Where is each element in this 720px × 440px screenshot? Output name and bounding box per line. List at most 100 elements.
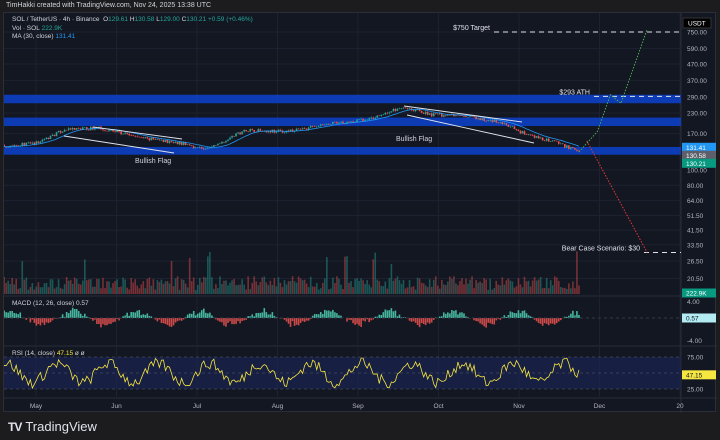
volume-bar — [376, 279, 379, 294]
volume-bar — [65, 277, 68, 294]
price-level-label: $293 ATH — [559, 89, 590, 96]
volume-bar — [394, 278, 397, 294]
macd-histogram-bar — [354, 318, 356, 325]
macd-histogram-bar — [104, 318, 106, 326]
macd-histogram-bar — [455, 310, 457, 318]
volume-bar — [215, 284, 217, 294]
candle — [96, 127, 98, 129]
flag-channel-line — [403, 105, 523, 123]
candle — [543, 140, 546, 141]
candle — [386, 112, 389, 114]
macd-histogram-bar — [112, 318, 114, 323]
candle — [243, 130, 245, 132]
chart-panel[interactable]: Bullish Flag Bullish Flag $750 Target $293 … — [3, 12, 717, 413]
candle — [146, 137, 149, 139]
candle — [196, 147, 199, 148]
volume-bar — [104, 288, 106, 294]
volume-bar — [384, 281, 387, 294]
volume-bar — [562, 287, 564, 294]
macd-histogram-bar — [75, 309, 78, 318]
candle — [140, 137, 143, 138]
chart-svg[interactable]: Bullish Flag Bullish Flag $750 Target $293 … — [4, 13, 717, 413]
candle — [17, 145, 20, 147]
macd-histogram-bar — [83, 313, 86, 318]
macd-axis-label-bg — [682, 313, 716, 323]
volume-bar — [428, 279, 431, 294]
volume-bar — [317, 289, 320, 294]
candle — [396, 108, 399, 111]
candle — [7, 147, 9, 148]
volume-bar — [132, 282, 135, 294]
macd-histogram-bar — [404, 317, 407, 318]
macd-histogram-bar — [424, 318, 427, 326]
candle — [231, 136, 233, 138]
candle — [562, 143, 564, 145]
volume-bar — [118, 287, 120, 294]
macd-histogram-bar — [311, 315, 314, 318]
price-axis-tick: 20.50 — [687, 276, 704, 283]
candle — [182, 142, 185, 145]
candle — [118, 131, 120, 132]
volume-bar — [198, 277, 201, 294]
macd-histogram-bar — [515, 313, 518, 318]
volume-bar — [180, 279, 183, 294]
rsi-settings-icons[interactable]: ø ø — [74, 350, 85, 357]
macd-histogram-bar — [428, 318, 431, 324]
macd-histogram-bar — [564, 316, 566, 318]
volume-bar — [53, 288, 56, 294]
candle — [495, 120, 498, 123]
currency-badge-bg — [682, 17, 712, 29]
candle — [31, 142, 34, 144]
candle — [106, 130, 108, 132]
volume-bar — [503, 284, 506, 294]
rsi-value: 47.15 — [56, 350, 74, 357]
rsi-axis-tick: 75.00 — [687, 355, 704, 362]
volume-bar — [471, 276, 473, 294]
candle — [267, 131, 270, 133]
macd-histogram-bar — [211, 315, 213, 318]
macd-histogram-bar — [475, 318, 477, 321]
candle — [43, 139, 46, 140]
macd-histogram-bar — [29, 318, 32, 323]
macd-histogram-bar — [396, 316, 399, 318]
macd-histogram-bar — [207, 313, 209, 318]
volume-bar — [350, 281, 352, 294]
candle — [154, 139, 157, 140]
ma-price-label-bg — [682, 142, 716, 152]
macd-histogram-bar — [574, 315, 576, 318]
candle — [164, 139, 167, 142]
macd-histogram-bar — [291, 318, 294, 322]
macd-histogram-bar — [566, 316, 568, 318]
candle — [277, 129, 280, 132]
candle — [305, 128, 308, 130]
volume-bar — [257, 285, 260, 294]
volume-bar — [465, 278, 467, 294]
candle — [338, 122, 340, 124]
volume-bar — [233, 278, 235, 294]
rsi-axis-label: 47.15 — [686, 372, 703, 379]
macd-histogram-bar — [364, 318, 366, 322]
volume-bar — [364, 283, 366, 294]
chart-credit: TimHakki created with TradingView.com, N… — [6, 2, 212, 9]
candle — [445, 115, 447, 116]
macd-histogram-bar — [273, 315, 276, 318]
volume-bar — [231, 280, 233, 294]
price-axis-tick: 33.50 — [687, 242, 704, 249]
macd-histogram-bar — [13, 312, 16, 318]
macd-histogram-bar — [285, 318, 288, 322]
candle — [384, 112, 387, 115]
macd-legend: MACD (12, 26, close) 0.57 — [12, 300, 89, 309]
candle — [134, 135, 137, 137]
candle — [463, 115, 465, 117]
volume-bar — [75, 278, 78, 294]
high-value: 130.58 — [134, 16, 155, 23]
candle — [67, 128, 70, 130]
candle — [295, 128, 298, 131]
macd-histogram-bar — [100, 318, 102, 328]
macd-histogram-bar — [77, 311, 80, 318]
ma-value: 131.41 — [55, 33, 76, 40]
high-price-label: 130.58 — [686, 153, 706, 160]
candle — [301, 128, 304, 129]
volume-bar — [37, 282, 40, 294]
volume-bar — [255, 281, 258, 294]
